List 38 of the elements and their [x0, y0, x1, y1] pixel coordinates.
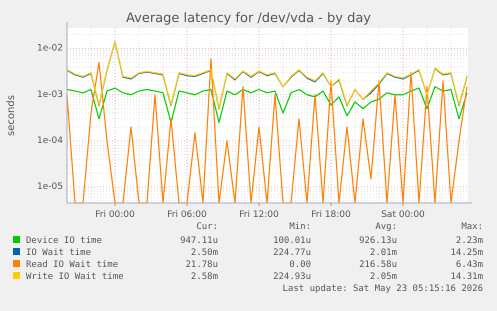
legend-label: Device IO time: [26, 236, 102, 246]
legend-label: Read IO Wait time: [26, 260, 118, 270]
y-tick-label: 1e-05: [37, 182, 63, 192]
text: 6.43m: [456, 260, 483, 270]
text: 926.13u: [359, 236, 397, 246]
line-series: [66, 58, 468, 204]
text: 2.50m: [190, 248, 218, 258]
chart-title: Average latency for /dev/vda - by day: [126, 11, 372, 26]
text: 2.05m: [370, 272, 397, 282]
text: 100.01u: [273, 236, 311, 246]
text: 21.78u: [185, 260, 218, 270]
y-tick-label: 1e-03: [37, 90, 63, 100]
text: 14.25m: [450, 248, 483, 258]
x-tick-label: Fri 12:00: [239, 210, 280, 220]
y-tick-label: 1e-02: [37, 44, 63, 54]
text: Max:: [461, 222, 483, 232]
text: Last update: Sat May 23 05:15:16 2026: [282, 284, 483, 294]
x-tick-label: Fri 18:00: [311, 210, 352, 220]
text: 2.01m: [370, 248, 397, 258]
text: 14.31m: [450, 272, 483, 282]
text: Avg:: [375, 222, 397, 232]
x-tick-label: Fri 06:00: [167, 210, 208, 220]
y-tick-label: 1e-04: [37, 136, 64, 146]
text: 224.77u: [273, 248, 311, 258]
x-tick-label: Sat 00:00: [381, 210, 426, 220]
legend-label: IO Wait time: [26, 248, 92, 258]
text: 947.11u: [180, 236, 218, 246]
line-series: [66, 86, 468, 124]
y-axis-title: seconds: [6, 95, 17, 136]
text: 216.58u: [359, 260, 397, 270]
text: Cur:: [196, 222, 218, 232]
text: 224.93u: [273, 272, 311, 282]
x-tick-label: Fri 00:00: [95, 210, 136, 220]
text: 2.58m: [190, 272, 218, 282]
text: 0.00: [289, 260, 311, 270]
legend-label: Write IO Wait time: [26, 272, 124, 282]
text: 2.23m: [456, 236, 483, 246]
text: Min:: [289, 222, 311, 232]
